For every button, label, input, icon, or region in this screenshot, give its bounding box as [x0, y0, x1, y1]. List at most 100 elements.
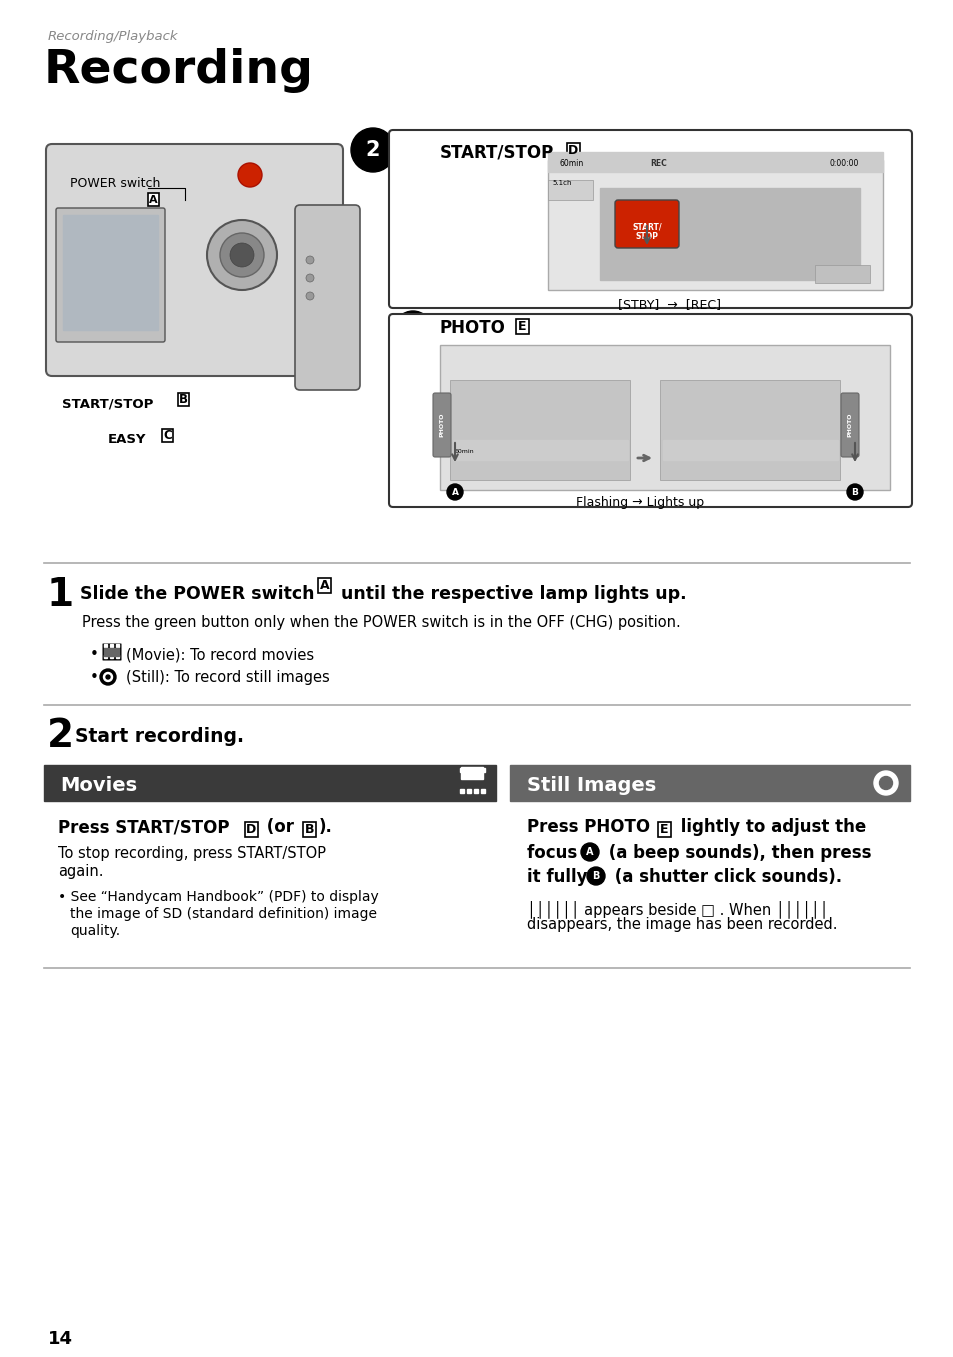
Bar — [460, 767, 482, 779]
Text: E: E — [517, 320, 526, 332]
Bar — [317, 578, 331, 593]
Bar — [44, 765, 496, 801]
Bar — [459, 788, 463, 792]
FancyBboxPatch shape — [456, 769, 489, 797]
Text: A: A — [149, 194, 157, 205]
Bar — [814, 265, 869, 284]
Text: again.: again. — [58, 864, 103, 879]
Circle shape — [394, 311, 432, 349]
Bar — [474, 788, 477, 792]
FancyBboxPatch shape — [389, 130, 911, 308]
Text: 0:00:00: 0:00:00 — [829, 159, 859, 167]
Bar — [659, 380, 840, 480]
Text: •: • — [90, 647, 99, 662]
Bar — [401, 142, 427, 155]
Text: Press START/STOP: Press START/STOP — [58, 818, 235, 836]
Bar — [516, 319, 529, 334]
Bar — [510, 765, 909, 801]
Bar — [409, 153, 413, 157]
Text: disappears, the image has been recorded.: disappears, the image has been recorded. — [526, 917, 837, 932]
Text: (a beep sounds), then press: (a beep sounds), then press — [602, 844, 871, 862]
Text: ).: ). — [318, 818, 333, 836]
Text: B: B — [179, 394, 188, 406]
Text: (Still): To record still images: (Still): To record still images — [126, 670, 330, 685]
Bar — [110, 645, 112, 647]
Bar — [599, 189, 859, 280]
Bar — [416, 153, 419, 157]
Text: 1: 1 — [47, 575, 74, 613]
FancyBboxPatch shape — [615, 199, 679, 248]
Bar — [658, 822, 670, 837]
Text: Press PHOTO: Press PHOTO — [526, 818, 655, 836]
Text: 5.1ch: 5.1ch — [552, 180, 571, 186]
Bar — [662, 440, 837, 460]
Bar — [303, 822, 315, 837]
Text: (a shutter click sounds).: (a shutter click sounds). — [608, 868, 841, 886]
Bar — [474, 768, 477, 772]
Bar — [104, 649, 119, 655]
Bar — [422, 153, 427, 157]
Text: POWER switch: POWER switch — [70, 176, 160, 190]
Bar — [453, 440, 627, 460]
Bar — [480, 788, 484, 792]
Circle shape — [408, 330, 417, 341]
Circle shape — [447, 484, 462, 499]
Circle shape — [873, 771, 897, 795]
Text: (or: (or — [261, 818, 299, 836]
Text: D: D — [246, 822, 256, 836]
Text: START/STOP: START/STOP — [62, 398, 153, 410]
Text: REC: REC — [649, 159, 666, 167]
Text: •: • — [90, 670, 99, 685]
Bar — [162, 429, 172, 442]
Bar — [459, 768, 463, 772]
FancyBboxPatch shape — [401, 326, 423, 345]
Text: B: B — [592, 871, 599, 881]
Text: (Movie): To record movies: (Movie): To record movies — [126, 647, 314, 662]
Circle shape — [351, 128, 395, 172]
FancyBboxPatch shape — [56, 208, 165, 342]
Circle shape — [846, 484, 862, 499]
Text: B: B — [851, 487, 858, 497]
Bar — [245, 822, 257, 837]
Text: ││││││ appears beside □ . When ││││││: ││││││ appears beside □ . When ││││││ — [526, 900, 827, 917]
Text: lightly to adjust the: lightly to adjust the — [675, 818, 865, 836]
Circle shape — [580, 843, 598, 860]
Text: 60min: 60min — [455, 449, 475, 453]
Text: 2: 2 — [365, 140, 380, 160]
Circle shape — [237, 163, 262, 187]
FancyBboxPatch shape — [547, 160, 882, 290]
FancyBboxPatch shape — [433, 394, 451, 457]
FancyBboxPatch shape — [439, 345, 889, 490]
Bar — [566, 142, 579, 157]
Text: Movies: Movies — [60, 775, 137, 794]
Bar — [467, 768, 471, 772]
Text: quality.: quality. — [70, 924, 120, 938]
Text: EASY: EASY — [108, 433, 147, 446]
Text: Start recording.: Start recording. — [75, 727, 244, 746]
Text: B: B — [304, 822, 314, 836]
Bar — [467, 788, 471, 792]
Text: PHOTO: PHOTO — [439, 319, 505, 337]
Bar — [178, 394, 189, 406]
Text: 60min: 60min — [559, 159, 583, 167]
Text: To stop recording, press START/STOP: To stop recording, press START/STOP — [58, 845, 326, 860]
Text: PHOTO: PHOTO — [439, 413, 444, 437]
Circle shape — [220, 233, 264, 277]
Bar — [401, 136, 406, 140]
Text: 2: 2 — [47, 716, 74, 754]
Text: Flashing → Lights up: Flashing → Lights up — [576, 495, 703, 509]
Text: Recording/Playback: Recording/Playback — [48, 30, 178, 43]
Bar — [547, 180, 593, 199]
FancyBboxPatch shape — [46, 144, 343, 376]
FancyBboxPatch shape — [294, 205, 359, 389]
Bar — [104, 655, 107, 658]
Text: focus: focus — [526, 844, 582, 862]
Bar — [480, 768, 484, 772]
Bar — [547, 152, 882, 172]
Circle shape — [103, 673, 112, 681]
Text: Press the green button only when the POWER switch is in the OFF (CHG) position.: Press the green button only when the POW… — [82, 615, 680, 630]
Text: START/: START/ — [632, 223, 661, 232]
Text: Slide the POWER switch: Slide the POWER switch — [80, 585, 320, 603]
Bar — [116, 645, 119, 647]
Circle shape — [106, 674, 110, 678]
